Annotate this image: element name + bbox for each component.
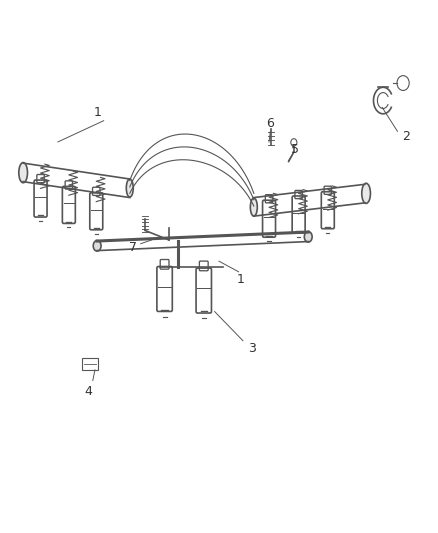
Ellipse shape xyxy=(19,163,28,183)
Ellipse shape xyxy=(251,198,257,216)
Text: 7: 7 xyxy=(129,241,137,254)
Text: 3: 3 xyxy=(248,342,256,355)
Ellipse shape xyxy=(304,231,312,242)
Text: 6: 6 xyxy=(266,117,274,130)
Bar xyxy=(82,358,99,370)
Text: 2: 2 xyxy=(402,130,410,143)
Text: 4: 4 xyxy=(85,385,92,398)
Ellipse shape xyxy=(126,179,133,197)
Text: 1: 1 xyxy=(237,273,245,286)
Ellipse shape xyxy=(93,240,101,251)
Text: 1: 1 xyxy=(93,106,101,119)
Text: 5: 5 xyxy=(291,143,299,156)
Ellipse shape xyxy=(362,183,371,204)
